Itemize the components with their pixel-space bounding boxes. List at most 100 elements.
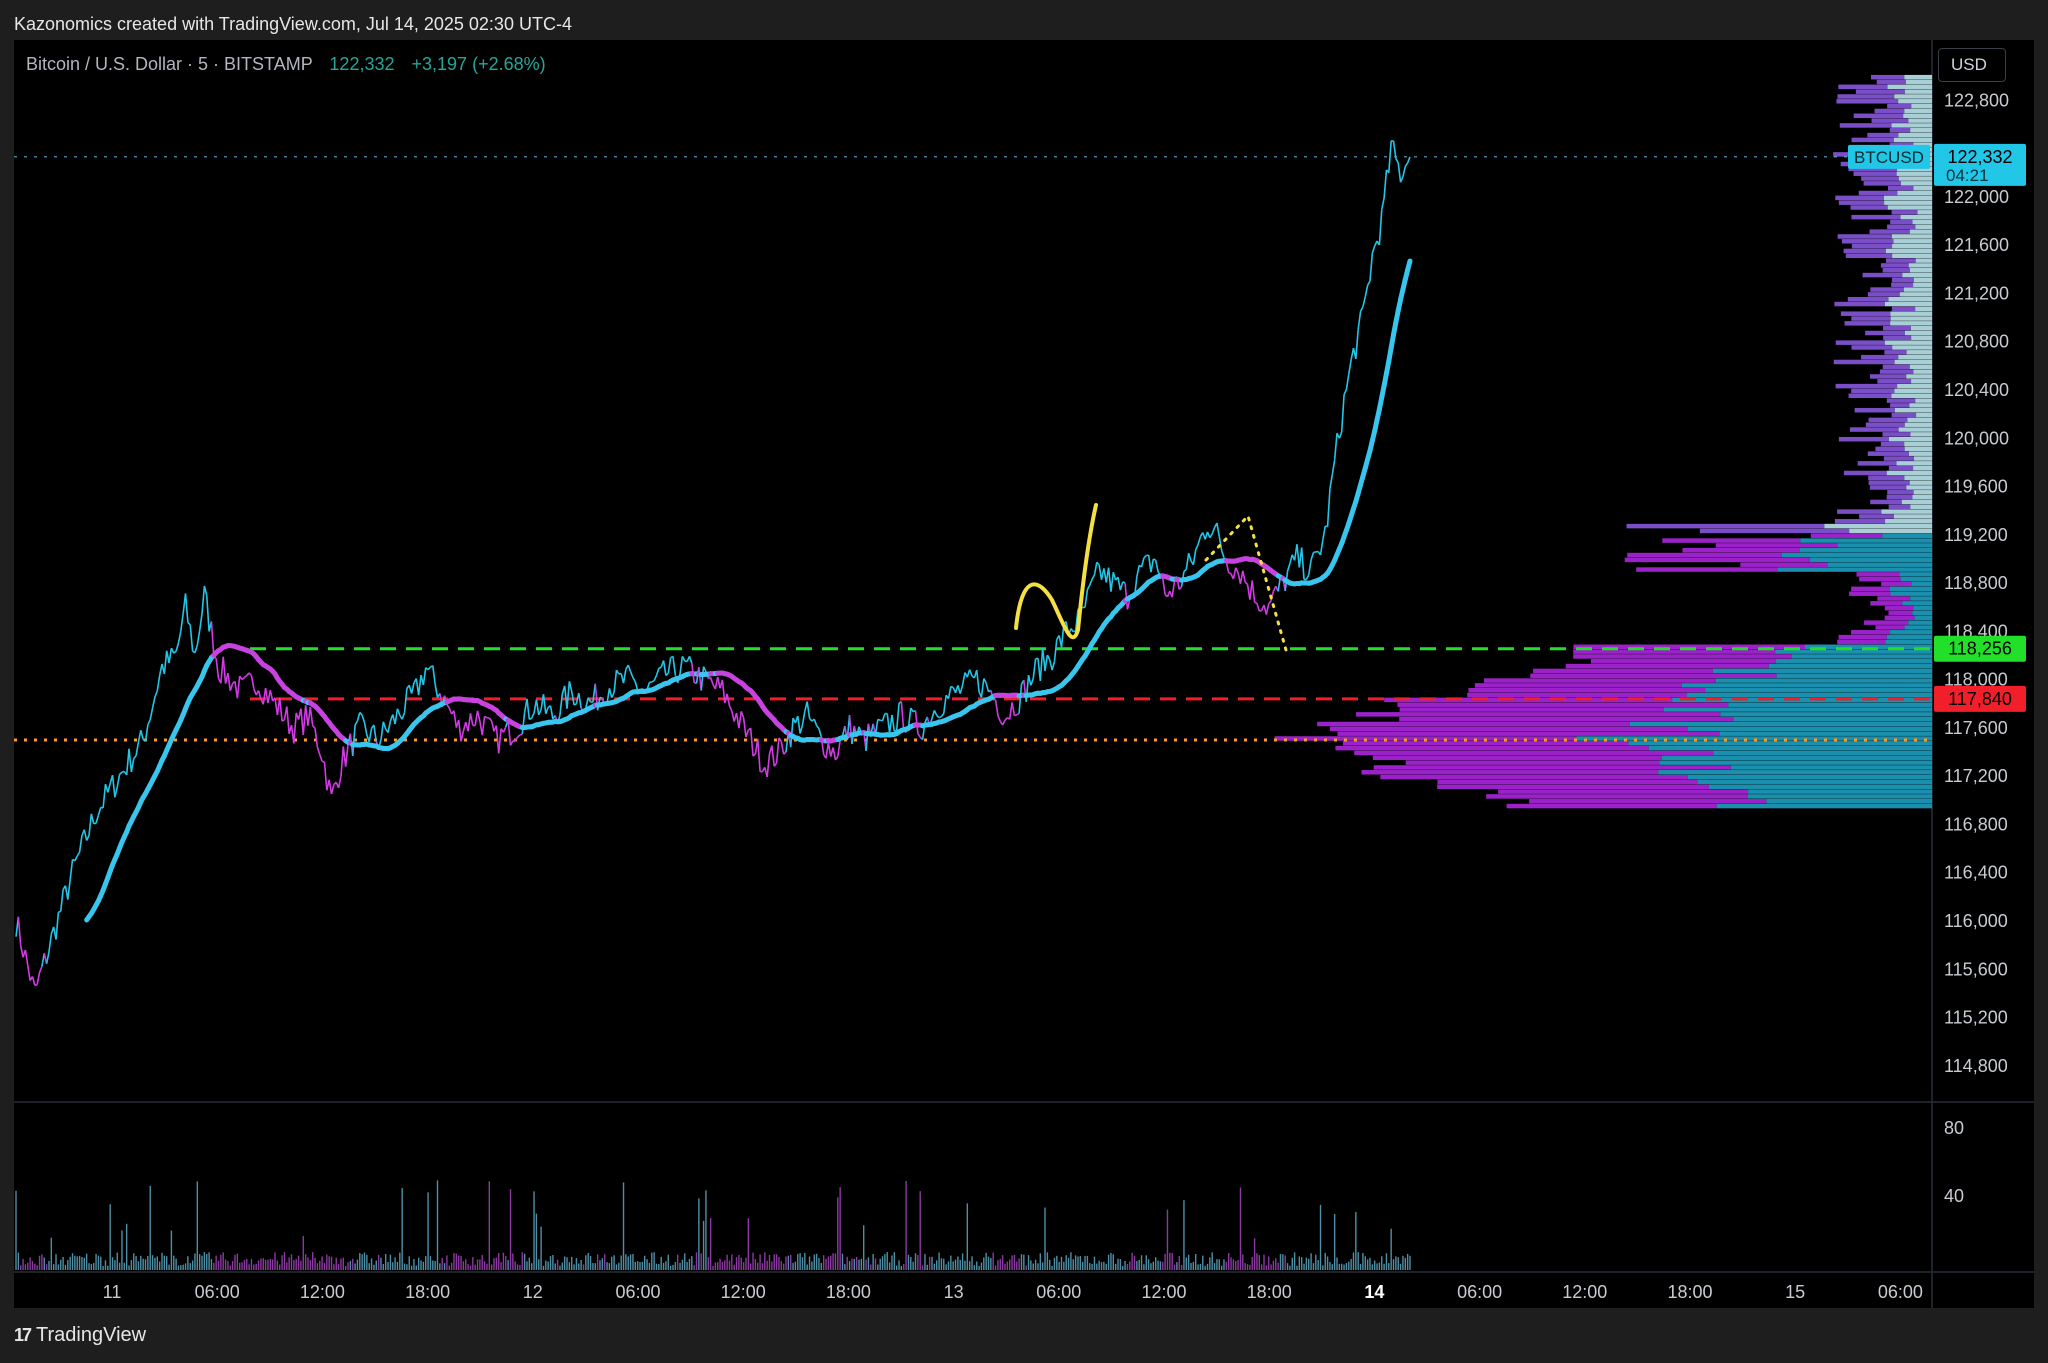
price-segment bbox=[1366, 280, 1371, 286]
profile-bar-sell bbox=[1851, 345, 1893, 350]
profile-bar-buy bbox=[1713, 750, 1932, 756]
price-tick-label: 117,600 bbox=[1944, 718, 2008, 738]
profile-bar-buy bbox=[1904, 475, 1932, 481]
price-segment bbox=[716, 676, 721, 689]
price-segment bbox=[568, 681, 573, 692]
profile-bar-sell bbox=[1891, 210, 1918, 215]
price-segment bbox=[102, 784, 107, 809]
pivot-badge-text: 117,840 bbox=[1948, 689, 2012, 709]
profile-bar-buy bbox=[1888, 436, 1932, 442]
profile-bar-sell bbox=[1856, 572, 1900, 577]
price-segment bbox=[241, 676, 245, 681]
profile-bar-sell bbox=[1342, 741, 1629, 746]
time-tick-label: 18:00 bbox=[1247, 1282, 1292, 1302]
price-segment bbox=[1051, 661, 1056, 671]
price-segment bbox=[1359, 306, 1364, 312]
price-segment bbox=[293, 712, 298, 744]
price-segment bbox=[1362, 296, 1367, 307]
profile-bar-buy bbox=[1748, 789, 1932, 794]
profile-bar-buy bbox=[1766, 799, 1932, 804]
profile-bar-sell bbox=[1889, 142, 1914, 147]
profile-bar-sell bbox=[1837, 509, 1882, 514]
time-tick-label: 12:00 bbox=[1562, 1282, 1607, 1302]
price-segment bbox=[1093, 562, 1098, 576]
price-segment bbox=[667, 657, 672, 674]
price-segment bbox=[121, 770, 125, 774]
profile-bar-sell bbox=[1838, 200, 1885, 205]
price-segment bbox=[519, 733, 523, 736]
price-segment bbox=[319, 754, 323, 762]
price-segment bbox=[1251, 580, 1256, 603]
profile-bar-sell bbox=[1573, 654, 1792, 659]
profile-bar-buy bbox=[1916, 412, 1932, 418]
profile-bar-sell bbox=[1372, 755, 1662, 761]
profile-bar-buy bbox=[1775, 659, 1932, 664]
price-segment bbox=[1216, 522, 1221, 537]
price-segment bbox=[672, 656, 677, 676]
price-segment bbox=[460, 730, 465, 742]
price-segment bbox=[177, 631, 182, 644]
price-tick-label: 120,000 bbox=[1944, 428, 2009, 448]
price-segment bbox=[111, 775, 116, 798]
currency-button[interactable]: USD bbox=[1938, 48, 2006, 82]
price-segment bbox=[783, 751, 787, 755]
price-segment bbox=[1185, 553, 1190, 570]
price-segment bbox=[1329, 474, 1334, 489]
profile-bar-sell bbox=[1871, 118, 1909, 123]
price-segment bbox=[48, 933, 53, 953]
legend-last-price: 122,332 bbox=[329, 54, 395, 74]
profile-bar-buy bbox=[1716, 803, 1932, 809]
profile-bar-sell bbox=[1881, 581, 1912, 587]
profile-bar-sell bbox=[1891, 306, 1916, 312]
price-segment bbox=[31, 976, 36, 986]
price-segment bbox=[19, 945, 24, 958]
profile-bar-sell bbox=[1335, 745, 1649, 751]
price-segment bbox=[745, 729, 750, 738]
price-segment bbox=[1086, 584, 1091, 591]
price-tick-label: 119,200 bbox=[1944, 525, 2008, 545]
price-segment bbox=[994, 699, 999, 716]
time-tick-label: 06:00 bbox=[1878, 1282, 1923, 1302]
profile-bar-sell bbox=[1840, 311, 1891, 316]
price-segment bbox=[658, 666, 662, 670]
profile-bar-sell bbox=[1855, 89, 1905, 94]
profile-bar-sell bbox=[1870, 601, 1903, 606]
price-segment bbox=[55, 912, 60, 940]
price-segment bbox=[771, 745, 776, 767]
price-segment bbox=[914, 710, 919, 734]
profile-bar-buy bbox=[1883, 195, 1932, 201]
price-segment bbox=[837, 740, 841, 757]
axes: 122,800 122,000 121,600 121,200 120,800 120,4… bbox=[103, 90, 2009, 1302]
price-segment bbox=[966, 669, 971, 678]
symbol-legend[interactable]: Bitcoin / U.S. Dollar · 5 · BITSTAMP 122… bbox=[26, 54, 546, 75]
price-segment bbox=[1001, 720, 1006, 726]
price-segment bbox=[559, 694, 564, 716]
price-segment bbox=[215, 658, 220, 679]
price-segment bbox=[368, 728, 373, 742]
symbol-title: Bitcoin / U.S. Dollar · 5 · BITSTAMP bbox=[26, 54, 313, 74]
price-segment bbox=[431, 665, 436, 685]
price-tick-label: 121,600 bbox=[1944, 235, 2009, 255]
profile-bar-buy bbox=[1896, 461, 1932, 466]
time-tick-label: 14 bbox=[1364, 1282, 1384, 1302]
profile-bar-sell bbox=[1867, 292, 1900, 297]
price-segment bbox=[1117, 577, 1122, 591]
profile-bar-sell bbox=[1356, 712, 1721, 717]
profile-bar-sell bbox=[1886, 398, 1916, 403]
profile-bar-sell bbox=[1835, 383, 1898, 389]
price-segment bbox=[149, 707, 154, 720]
tradingview-logo[interactable]: 17 TradingView bbox=[14, 1324, 146, 1347]
profile-bar-buy bbox=[1908, 263, 1932, 268]
profile-bar-buy bbox=[1890, 321, 1932, 326]
price-segment bbox=[891, 714, 896, 732]
price-segment bbox=[184, 593, 189, 623]
price-tick-label: 119,600 bbox=[1944, 477, 2008, 497]
price-segment bbox=[38, 966, 43, 973]
price-tick-label: 122,800 bbox=[1944, 90, 2009, 110]
price-tick-label: 116,800 bbox=[1944, 814, 2008, 834]
profile-bar-buy bbox=[1911, 581, 1932, 587]
profile-bar-sell bbox=[1851, 586, 1890, 592]
price-segment bbox=[151, 696, 156, 709]
profile-bar-sell bbox=[1850, 205, 1888, 210]
